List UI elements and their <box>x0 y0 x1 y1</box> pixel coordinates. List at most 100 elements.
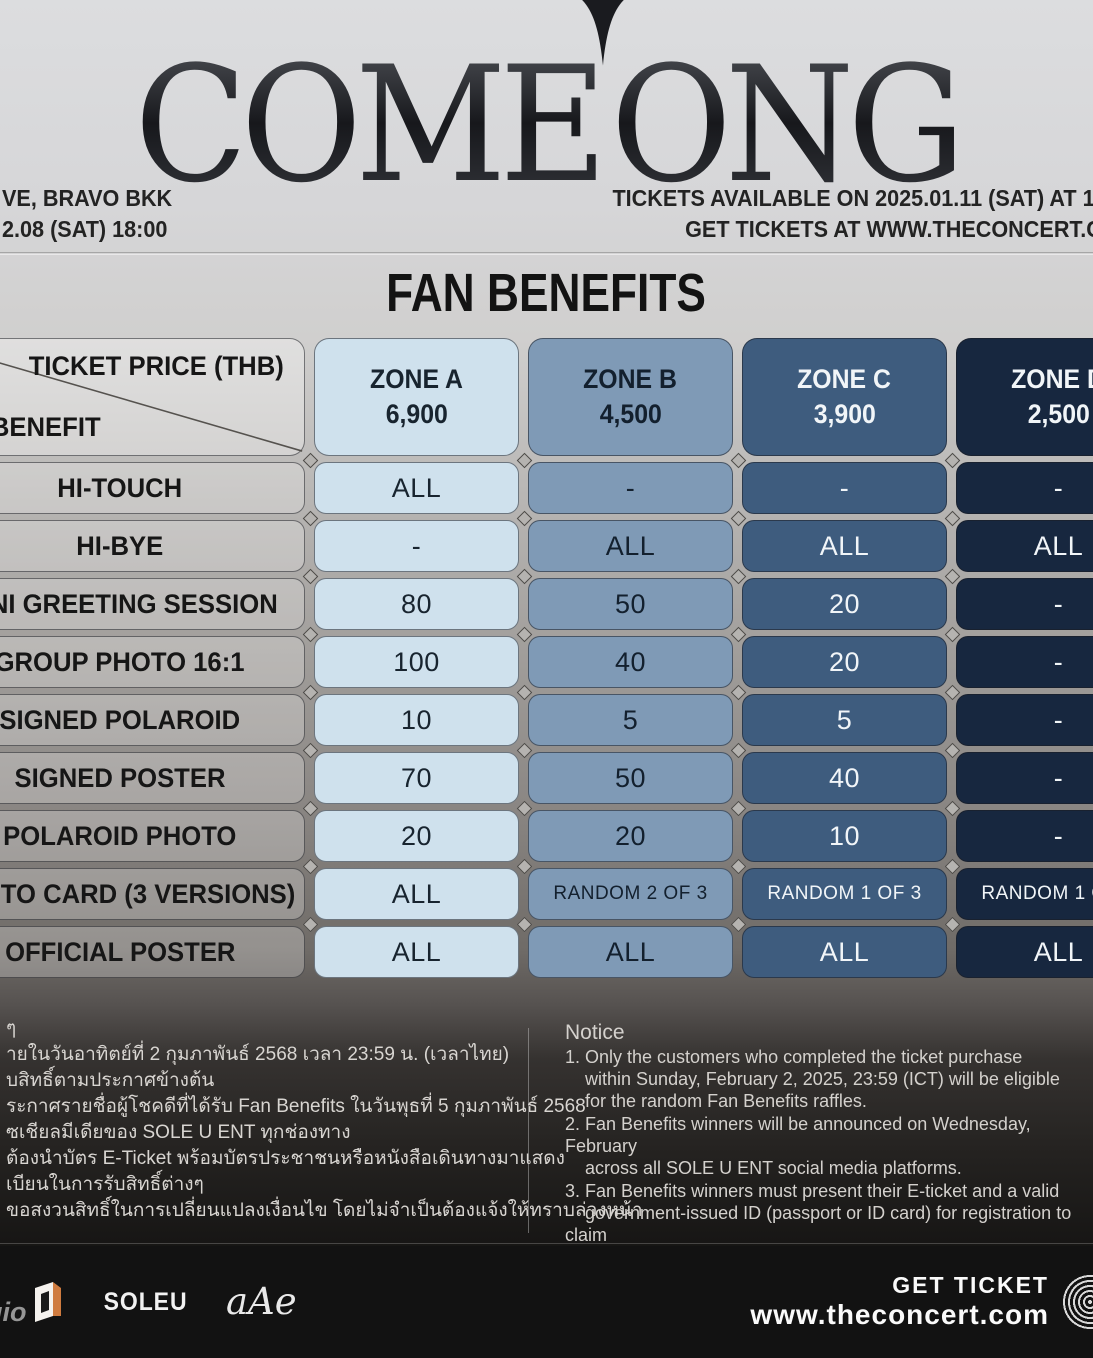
zone-c-header: ZONE C 3,900 <box>742 338 947 456</box>
cell-value: 40 <box>614 646 647 677</box>
benefit-label: SIGNED POSTER <box>14 762 226 793</box>
sparkle-icon <box>571 0 641 180</box>
zone-b-value-cell: 50 <box>528 752 733 804</box>
corner-label-top: TICKET PRICE (THB) <box>28 351 284 381</box>
cell-value: ALL <box>391 878 442 909</box>
zone-d-value-cell: ALL <box>956 926 1093 978</box>
title-part1: COME <box>134 32 601 218</box>
cell-value: 20 <box>400 820 433 851</box>
website-label: www.theconcert.com <box>750 1299 1049 1330</box>
footer-right: GET TICKET www.theconcert.com <box>750 1272 1093 1331</box>
table-row: PHOTO CARD (3 VERSIONS) ALL RANDOM 2 OF … <box>0 868 1093 920</box>
thai-note-line: ขอสงวนสิทธิ์ในการเปลี่ยนแปลงเงื่อนไข โดย… <box>6 1200 643 1221</box>
benefit-label-cell: POLAROID PHOTO <box>0 810 305 862</box>
thai-note-line: ซเชียลมีเดียของ SOLE U ENT ทุกช่องทาง <box>6 1122 351 1143</box>
table-row: GROUP PHOTO 16:1 100 40 20 - <box>0 636 1093 688</box>
benefit-label-cell: SIGNED POSTER <box>0 752 305 804</box>
benefit-label: OFFICIAL POSTER <box>4 936 236 967</box>
cell-value: - <box>1053 820 1064 851</box>
cell-value: RANDOM 1 OF 3 <box>981 883 1093 904</box>
zone-a-value-cell: 80 <box>314 578 519 630</box>
divider <box>0 254 1093 255</box>
cell-value: ALL <box>605 936 656 967</box>
cell-value: 50 <box>614 588 647 619</box>
cell-value: 80 <box>400 588 433 619</box>
table-row: SIGNED POLAROID 10 5 5 - <box>0 694 1093 746</box>
venue-line: VE, BRAVO BKK <box>2 185 173 211</box>
thai-note-line: ระกาศรายชื่อผู้โชคดีที่ได้รับ Fan Benefi… <box>6 1096 586 1117</box>
notice-heading: Notice <box>565 1021 625 1044</box>
zone-c-value-cell: ALL <box>742 520 947 572</box>
zone-a-value-cell: 20 <box>314 810 519 862</box>
get-tickets-line: GET TICKETS AT WWW.THECONCERT.COM <box>685 216 1093 242</box>
cell-value: 20 <box>828 588 861 619</box>
cell-value: - <box>1053 704 1064 735</box>
zone-d-value-cell: - <box>956 694 1093 746</box>
gio-logo: gio <box>0 1282 65 1328</box>
benefit-label: GROUP PHOTO 16:1 <box>0 646 245 677</box>
table-header-row: TICKET PRICE (THB) BENEFIT ZONE A 6,900 … <box>0 338 1093 456</box>
cell-value: ALL <box>391 936 442 967</box>
benefit-label: HI-BYE <box>76 530 164 561</box>
zone-b-value-cell: ALL <box>528 926 733 978</box>
get-ticket-label: GET TICKET <box>892 1272 1049 1298</box>
zone-a-value-cell: 70 <box>314 752 519 804</box>
cell-value: - <box>625 472 636 503</box>
notes-divider <box>528 1028 529 1233</box>
zone-a-value-cell: - <box>314 520 519 572</box>
cell-value: ALL <box>1033 530 1084 561</box>
cell-value: 100 <box>393 646 440 677</box>
cell-value: - <box>839 472 850 503</box>
section-title: FAN BENEFITS <box>386 263 707 323</box>
zone-d-value-cell: - <box>956 752 1093 804</box>
cell-value: - <box>1053 472 1064 503</box>
benefit-label-cell: GROUP PHOTO 16:1 <box>0 636 305 688</box>
zone-d-value-cell: - <box>956 810 1093 862</box>
zone-c-value-cell: ALL <box>742 926 947 978</box>
zone-b-price: 4,500 <box>599 399 662 429</box>
cell-value: ALL <box>819 530 870 561</box>
zone-a-price: 6,900 <box>385 399 448 429</box>
benefit-label: PHOTO CARD (3 VERSIONS) <box>0 878 296 909</box>
zone-a-header: ZONE A 6,900 <box>314 338 519 456</box>
thai-note-line: เบียนในการรับสิทธิ์ต่างๆ <box>6 1174 204 1195</box>
section-title-wrap: FAN BENEFITS <box>0 262 1093 324</box>
zone-a-value-cell: 100 <box>314 636 519 688</box>
zone-b-header: ZONE B 4,500 <box>528 338 733 456</box>
zone-b-value-cell: 5 <box>528 694 733 746</box>
notice-item: 1. Only the customers who completed the … <box>565 1047 1060 1111</box>
footer-ticket-text: GET TICKET www.theconcert.com <box>750 1272 1049 1331</box>
thai-note-line: ายในวันอาทิตย์ที่ 2 กุมภาพันธ์ 2568 เวลา… <box>6 1044 510 1065</box>
table-row: HI-BYE - ALL ALL ALL <box>0 520 1093 572</box>
cell-value: 40 <box>828 762 861 793</box>
corner-cell: TICKET PRICE (THB) BENEFIT <box>0 338 305 456</box>
zone-d-header: ZONE D 2,500 <box>956 338 1093 456</box>
cell-value: ALL <box>1033 936 1084 967</box>
corner-label-bottom: BENEFIT <box>0 412 101 442</box>
thai-note-line: บสิทธิ์ตามประกาศข้างต้น <box>6 1070 215 1091</box>
cell-value: ALL <box>605 530 656 561</box>
cell-value: 70 <box>400 762 433 793</box>
cell-value: - <box>1053 646 1064 677</box>
theconcert-logo-icon <box>1061 1272 1093 1331</box>
footer-divider <box>0 1243 1093 1244</box>
door-icon <box>34 1282 61 1322</box>
benefit-label: POLAROID PHOTO <box>3 820 237 851</box>
notice-item: 2. Fan Benefits winners will be announce… <box>565 1114 1031 1178</box>
cell-value: 20 <box>828 646 861 677</box>
event-info-right: TICKETS AVAILABLE ON 2025.01.11 (SAT) AT… <box>613 183 1093 245</box>
event-info-left: VE, BRAVO BKK 2.08 (SAT) 18:00 <box>2 183 172 245</box>
benefit-label-cell: OFFICIAL POSTER <box>0 926 305 978</box>
zone-c-value-cell: 20 <box>742 578 947 630</box>
zone-d-value-cell: ALL <box>956 520 1093 572</box>
date-line: 2.08 (SAT) 18:00 <box>2 216 168 242</box>
cell-value: 5 <box>622 704 639 735</box>
event-title: COME ONG <box>134 0 958 210</box>
zone-c-value-cell: - <box>742 462 947 514</box>
zone-b-value-cell: 40 <box>528 636 733 688</box>
zone-d-name: ZONE D <box>1011 364 1093 394</box>
zone-b-value-cell: ALL <box>528 520 733 572</box>
zone-d-price: 2,500 <box>1027 399 1090 429</box>
table-row: MINI GREETING SESSION 80 50 20 - <box>0 578 1093 630</box>
